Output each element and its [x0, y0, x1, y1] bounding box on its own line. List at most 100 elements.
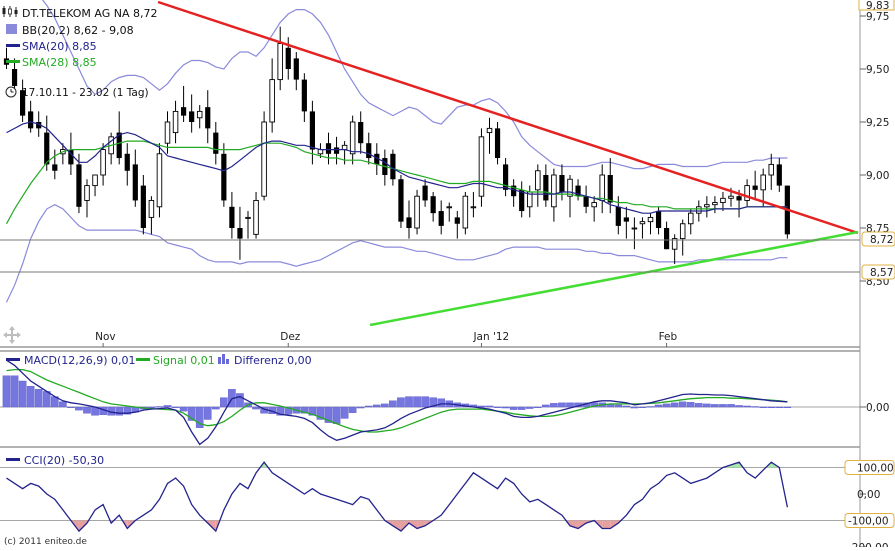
resistance-trendline[interactable]	[157, 0, 859, 235]
macd-histogram-bar	[646, 406, 655, 408]
candle-body-down	[229, 206, 235, 228]
y-tick-label: 9,50	[866, 64, 889, 76]
macd-histogram-bar	[67, 406, 75, 409]
macd-histogram-bar	[485, 405, 494, 408]
y-tick-label: 9,25	[866, 117, 889, 129]
candle-body-up	[631, 227, 638, 230]
macd-histogram-bar	[703, 403, 711, 408]
main-legend: DT.TELEKOM AG NA 8,72 BB(20,2) 8,62 - 9,…	[2, 6, 157, 344]
candle-body-down	[583, 196, 589, 207]
macd-histogram-bar	[179, 406, 188, 412]
candle-body-down	[406, 217, 412, 228]
macd-histogram-bar	[662, 403, 671, 408]
macd-histogram-bar	[316, 406, 325, 420]
cci-oversold-area	[392, 520, 401, 532]
macd-histogram-bar	[517, 406, 526, 410]
macd-histogram-bar	[59, 401, 67, 408]
bollinger-band-lines	[5, 0, 788, 303]
macd-histogram-bar	[550, 403, 558, 408]
candle-body-up	[261, 121, 267, 197]
candle-body-up	[647, 216, 654, 223]
candle-body-up	[478, 136, 485, 197]
candle-body-down	[655, 211, 662, 228]
cci-panel: 100,00 0,00 -100,00 -200,00	[0, 460, 895, 551]
candle-body-down	[36, 122, 42, 129]
macd-histogram-bar	[187, 406, 196, 421]
candle-body-up	[470, 206, 477, 209]
candle-body-up	[696, 206, 702, 214]
macd-y-tick-label: 0,00	[866, 402, 889, 414]
candle-body-down	[543, 175, 549, 201]
signal-legend-swatch	[136, 358, 150, 361]
candle-body-down	[140, 185, 146, 228]
macd-histogram-bar	[236, 393, 244, 408]
candle-body-up	[446, 206, 453, 209]
candle-body-down	[438, 211, 444, 226]
macd-histogram-bar	[284, 406, 293, 415]
chart-type-icon[interactable]	[2, 6, 18, 17]
candle-body-up	[148, 199, 155, 218]
candle-body-down	[430, 196, 436, 214]
support-trendline[interactable]	[369, 230, 859, 327]
macd-histogram-bar	[493, 406, 502, 409]
macd-histogram-bar	[566, 402, 574, 408]
candle-body-down	[116, 132, 122, 159]
candle-body-up	[639, 221, 646, 225]
macd-histogram-bar	[670, 402, 679, 408]
macd-histogram-bar	[719, 404, 727, 408]
candle-body-up	[253, 199, 259, 235]
cci-y-tick-label: -100,00	[848, 516, 889, 528]
macd-histogram-bar	[509, 406, 518, 410]
x-tick-label: Nov	[95, 331, 116, 343]
candle-body-up	[591, 202, 597, 208]
macd-histogram-bar	[373, 404, 381, 408]
macd-histogram-bar	[542, 404, 550, 408]
candle-body-down	[52, 164, 58, 171]
macd-histogram-bar	[678, 401, 687, 408]
top-value-marker	[858, 0, 895, 11]
macd-legend: MACD(12,26,9) 0,01 Signal 0,01 Differenz…	[6, 354, 312, 367]
macd-histogram-bar	[220, 397, 228, 408]
candle-body-up	[720, 197, 726, 204]
macd-histogram-bar	[211, 406, 220, 410]
price-markers: 8,72 8,57	[861, 231, 895, 280]
candle-body-up	[671, 238, 678, 250]
macd-histogram-bar	[123, 406, 132, 415]
macd-histogram-bar	[324, 406, 333, 423]
candle-body-up	[712, 202, 718, 206]
bb-legend-label: BB(20,2) 8,62 - 9,08	[22, 24, 134, 37]
candle-body-down	[124, 153, 130, 171]
macd-histogram-bar	[147, 406, 156, 409]
macd-histogram-bar	[2, 375, 11, 408]
y-tick-label: 9,00	[866, 170, 889, 182]
cci-line	[6, 461, 789, 533]
histogram-legend-icon	[218, 354, 229, 364]
macd-histogram-bar	[340, 406, 349, 419]
macd-histogram-bar	[10, 375, 19, 408]
candle-body-up	[269, 79, 275, 123]
macd-histogram-bar	[437, 398, 446, 408]
candle-body-down	[559, 175, 565, 192]
macd-histogram-bar	[638, 406, 647, 409]
macd-histogram-bar	[381, 403, 389, 408]
move-crosshair-icon[interactable]	[3, 326, 21, 344]
candle-body-down	[221, 153, 227, 201]
cci-oversold-area	[570, 520, 579, 529]
bb-legend-swatch	[6, 24, 17, 34]
candle-body-down	[623, 217, 629, 222]
candle-body-down	[454, 217, 460, 224]
candle-body-down	[293, 58, 299, 80]
sma20-line	[6, 121, 788, 214]
signal-legend-label: Signal 0,01	[153, 354, 215, 367]
macd-histogram-bar	[18, 380, 27, 408]
macd-legend-label: MACD(12,26,9) 0,01	[24, 354, 136, 367]
candle-body-up	[414, 195, 420, 229]
candle-body-down	[422, 185, 428, 201]
macd-histogram-bar	[413, 396, 421, 408]
macd-histogram-bar	[711, 404, 719, 408]
candle-body-down	[28, 111, 34, 129]
candle-body-up	[462, 195, 469, 229]
candle-body-up	[92, 174, 98, 187]
macd-histogram-bar	[163, 405, 172, 408]
